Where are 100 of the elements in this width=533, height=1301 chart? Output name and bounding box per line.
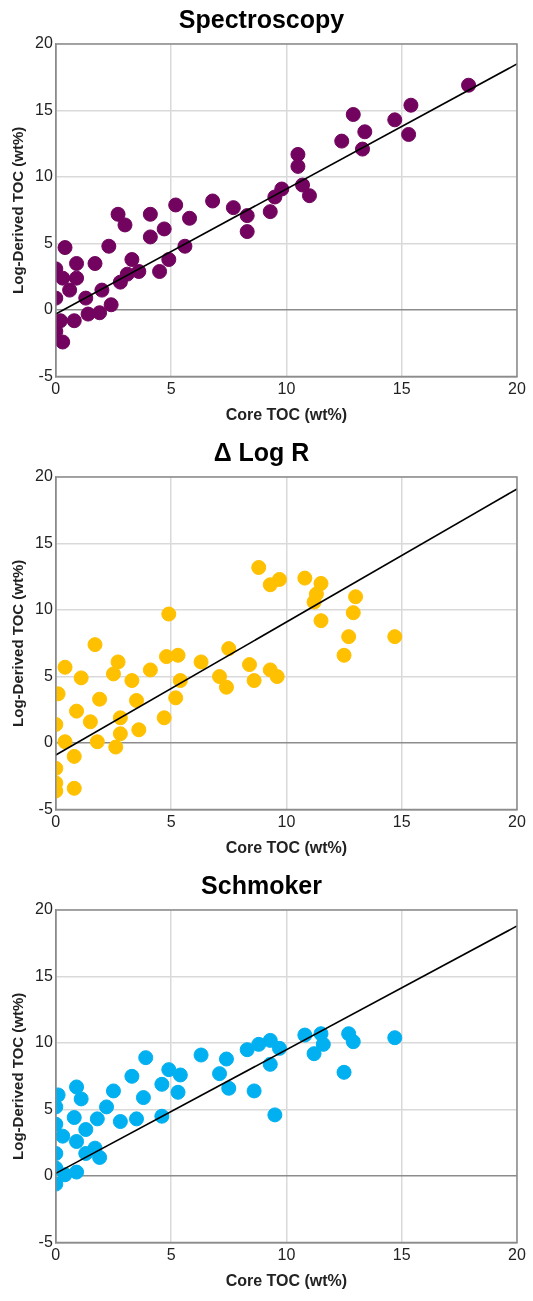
point bbox=[138, 1050, 154, 1066]
y-tick-label: 10 bbox=[35, 1033, 53, 1051]
point bbox=[401, 126, 417, 142]
point bbox=[161, 606, 177, 622]
point bbox=[182, 210, 198, 226]
y-tick-label: 15 bbox=[35, 100, 53, 118]
point bbox=[73, 670, 89, 686]
point bbox=[170, 647, 186, 663]
point bbox=[225, 200, 241, 216]
y-tick-label: 5 bbox=[43, 666, 53, 684]
point bbox=[87, 256, 103, 272]
chart-title: Spectroscopy bbox=[178, 4, 345, 33]
point bbox=[313, 613, 329, 629]
point bbox=[212, 1066, 228, 1082]
point bbox=[135, 1090, 151, 1106]
point bbox=[69, 1133, 85, 1149]
point bbox=[124, 673, 140, 689]
point bbox=[403, 97, 419, 113]
point bbox=[57, 1167, 73, 1183]
y-tick-label: 0 bbox=[43, 1166, 53, 1184]
point bbox=[168, 690, 184, 706]
y-tick-label: -5 bbox=[38, 1233, 53, 1251]
point bbox=[62, 282, 78, 298]
point bbox=[251, 559, 267, 575]
point bbox=[69, 256, 85, 272]
point bbox=[158, 649, 174, 665]
y-tick-label: 0 bbox=[43, 733, 53, 751]
x-tick-label: 5 bbox=[166, 1245, 176, 1263]
point bbox=[66, 748, 82, 764]
point bbox=[152, 264, 168, 279]
point bbox=[87, 637, 103, 653]
y-tick-label: 20 bbox=[35, 34, 53, 52]
y-tick-label: -5 bbox=[38, 367, 53, 385]
point bbox=[57, 659, 73, 675]
point bbox=[341, 629, 357, 645]
y-axis-title: Log-Derived TOC (wt%) bbox=[9, 559, 27, 727]
y-tick-label: -5 bbox=[38, 800, 53, 818]
point bbox=[101, 238, 117, 254]
point bbox=[57, 734, 73, 750]
point bbox=[168, 197, 184, 213]
point bbox=[69, 270, 85, 286]
y-tick-label: 5 bbox=[43, 1099, 53, 1117]
point bbox=[345, 1034, 361, 1050]
point bbox=[89, 734, 105, 750]
point bbox=[246, 673, 262, 689]
y-tick-label: 20 bbox=[35, 467, 53, 485]
point bbox=[142, 206, 158, 222]
point bbox=[92, 691, 108, 707]
point bbox=[131, 722, 147, 738]
point bbox=[55, 334, 71, 350]
point bbox=[89, 1111, 105, 1127]
y-tick-label: 15 bbox=[35, 966, 53, 984]
point bbox=[290, 146, 306, 162]
point bbox=[262, 204, 278, 220]
point bbox=[78, 1122, 94, 1138]
point bbox=[172, 1067, 188, 1083]
point bbox=[66, 313, 82, 329]
point bbox=[80, 306, 96, 322]
point bbox=[336, 647, 352, 663]
point bbox=[306, 1046, 322, 1062]
point bbox=[112, 1114, 128, 1130]
point bbox=[57, 240, 73, 256]
x-tick-label: 5 bbox=[166, 812, 176, 830]
point bbox=[334, 133, 350, 149]
point bbox=[246, 1083, 262, 1099]
point bbox=[161, 252, 177, 268]
point bbox=[154, 1076, 170, 1092]
point bbox=[156, 710, 172, 726]
point bbox=[348, 589, 364, 605]
point bbox=[221, 1080, 237, 1096]
x-axis-title: Core TOC (wt%) bbox=[225, 405, 348, 423]
x-tick-label: 15 bbox=[392, 812, 411, 830]
point bbox=[66, 780, 82, 796]
point bbox=[124, 1068, 140, 1084]
point bbox=[345, 605, 361, 621]
point bbox=[193, 1047, 209, 1063]
point bbox=[117, 217, 133, 233]
point bbox=[290, 158, 306, 174]
y-tick-label: 20 bbox=[35, 900, 53, 918]
x-tick-label: 20 bbox=[508, 1245, 526, 1263]
point bbox=[161, 1062, 177, 1078]
x-axis-title: Core TOC (wt%) bbox=[225, 838, 348, 856]
x-tick-label: 15 bbox=[392, 1245, 411, 1263]
point bbox=[142, 229, 158, 245]
y-axis-title: Log-Derived TOC (wt%) bbox=[9, 126, 27, 294]
point bbox=[110, 206, 126, 222]
point bbox=[110, 654, 126, 670]
point bbox=[218, 679, 234, 695]
x-tick-label: 15 bbox=[392, 379, 411, 397]
point bbox=[82, 714, 98, 730]
point bbox=[357, 124, 373, 140]
x-tick-label: 20 bbox=[508, 379, 526, 397]
y-tick-label: 5 bbox=[43, 233, 53, 251]
point bbox=[193, 654, 209, 670]
x-tick-label: 10 bbox=[277, 1245, 296, 1263]
point bbox=[129, 1111, 145, 1127]
point bbox=[212, 669, 228, 685]
point bbox=[112, 726, 128, 742]
point bbox=[387, 1030, 403, 1046]
x-tick-label: 10 bbox=[277, 379, 296, 397]
